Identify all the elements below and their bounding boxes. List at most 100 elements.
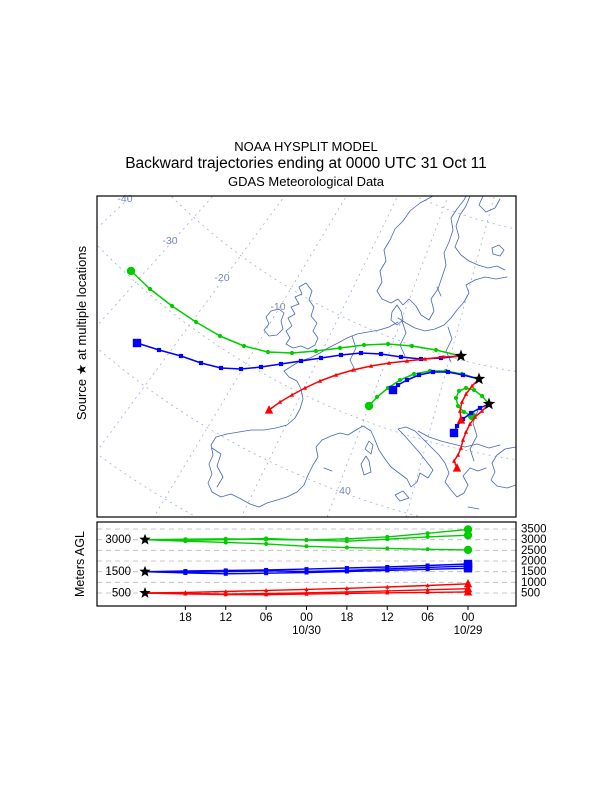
circle-marker: [409, 343, 415, 349]
triangle-marker: [460, 437, 466, 442]
coastline-path: [467, 506, 480, 510]
time-tick-label: 12: [381, 612, 394, 624]
map-frame: [96, 195, 517, 518]
square-marker: [378, 351, 384, 357]
square-marker: [477, 405, 483, 411]
map-coastlines: [207, 196, 516, 510]
start-height-label: 500: [112, 588, 131, 600]
height-tick-label: 500: [521, 588, 540, 600]
start-height-label: 1500: [105, 566, 131, 578]
circle-marker: [463, 525, 473, 534]
grid-coordinate-label: 40: [339, 485, 351, 497]
height-tick-label: 2500: [521, 545, 547, 557]
triangle-marker: [455, 452, 461, 457]
triangle-marker: [467, 421, 473, 426]
square-marker: [198, 360, 204, 366]
time-tick-label: 18: [340, 612, 353, 624]
circle-marker: [337, 345, 343, 351]
circle-marker: [425, 547, 430, 552]
triangle-marker: [458, 445, 464, 450]
square-marker: [338, 352, 344, 358]
square-marker: [388, 385, 398, 395]
circle-marker: [304, 538, 309, 543]
coastline-path: [364, 440, 374, 455]
triangle-marker: [264, 405, 274, 414]
circle-marker: [479, 393, 485, 399]
square-marker: [183, 570, 188, 575]
circle-marker: [361, 342, 367, 348]
grid-coordinate-label: -40: [117, 193, 132, 205]
circle-marker: [265, 349, 271, 355]
triangle-marker: [452, 463, 462, 472]
triangle-marker: [344, 591, 349, 596]
coastline-path: [454, 196, 506, 271]
circle-marker: [433, 347, 439, 353]
triangle-marker: [404, 358, 410, 363]
circle-marker: [453, 395, 459, 401]
circle-marker: [471, 387, 477, 393]
square-marker: [156, 347, 162, 353]
plot-title: Backward trajectories ending at 0000 UTC…: [125, 155, 487, 172]
date-label: 10/29: [454, 625, 483, 637]
time-tick-label: 06: [260, 612, 273, 624]
coastline-path: [478, 196, 501, 213]
triangle-marker: [472, 414, 478, 419]
triangle-marker: [425, 590, 430, 595]
time-tick-label: 06: [421, 612, 434, 624]
triangle-marker: [302, 385, 308, 390]
circle-marker: [425, 534, 430, 539]
time-tick-label: 00: [462, 612, 475, 624]
date-label: 10/30: [292, 625, 321, 637]
square-marker: [416, 372, 422, 378]
circle-marker: [169, 303, 175, 309]
circle-marker: [344, 539, 349, 544]
square-marker: [278, 361, 284, 367]
grid-coordinate-label: -30: [162, 235, 177, 247]
coastline-path: [436, 286, 442, 297]
square-marker: [468, 410, 474, 416]
square-marker: [460, 416, 466, 422]
parallel-arc: [97, 244, 516, 460]
triangle-marker: [457, 408, 463, 413]
triangle-marker: [304, 591, 309, 596]
source-star-icon: [139, 565, 151, 577]
height-profile-series: [144, 525, 473, 597]
circle-marker: [217, 333, 223, 339]
square-marker: [132, 338, 142, 348]
square-marker: [398, 354, 404, 360]
triangle-marker: [368, 363, 374, 368]
source-star-icon: [454, 349, 468, 362]
circle-marker: [183, 539, 188, 544]
circle-marker: [223, 537, 228, 542]
coastline-path: [360, 455, 372, 476]
time-tick-label: 00: [300, 612, 313, 624]
circle-marker: [289, 350, 295, 356]
parallel-arc: [414, 196, 516, 230]
circle-marker: [264, 536, 269, 541]
height-tick-label: 1500: [521, 566, 547, 578]
circle-marker: [126, 266, 136, 276]
square-marker: [438, 355, 444, 361]
circle-marker: [241, 343, 247, 349]
circle-marker: [193, 319, 199, 325]
source-star-icon: [139, 533, 151, 545]
parallel-arc: [170, 196, 516, 372]
triangle-marker: [451, 458, 457, 463]
triangle-marker: [456, 415, 466, 424]
coastline-path: [285, 282, 319, 350]
source-star-icon: [472, 372, 486, 385]
circle-marker: [364, 401, 374, 411]
triangle-marker: [422, 356, 428, 361]
coastline-path: [207, 321, 487, 508]
square-marker: [223, 571, 228, 576]
square-marker: [304, 567, 309, 572]
grid-coordinate-label: -20: [214, 272, 229, 284]
circle-marker: [461, 409, 467, 415]
circle-marker: [147, 286, 153, 292]
